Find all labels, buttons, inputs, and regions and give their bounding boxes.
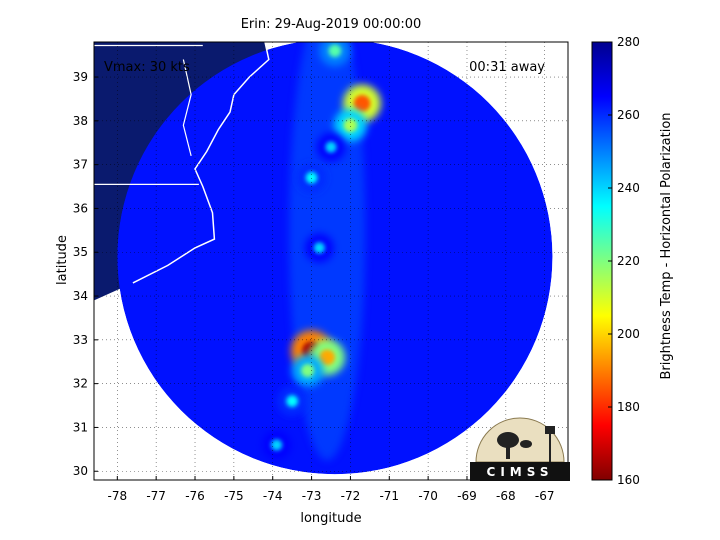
- colorbar-tick-label: 160: [617, 473, 640, 487]
- x-axis-label: longitude: [300, 511, 361, 526]
- plot-frame: [93, 41, 569, 481]
- y-tick-label: 38: [73, 114, 88, 128]
- x-tick-label: -71: [379, 489, 399, 503]
- cell-core: [301, 363, 315, 378]
- y-tick-label: 30: [73, 464, 88, 478]
- y-tick-label: 33: [73, 333, 88, 347]
- y-tick-label: 32: [73, 377, 88, 391]
- bay-shoreline: [182, 59, 192, 157]
- colorbar-ticks: 160 180 200 220 240 260 280: [608, 35, 640, 487]
- y-tick-label: 37: [73, 158, 88, 172]
- plot-area: [94, 42, 568, 480]
- y-tick-label: 35: [73, 245, 88, 259]
- cell-core: [286, 395, 298, 408]
- x-axis: -78 -77 -76 -75 -74 -73 -72 -71 -70 -69 -68 -67: [108, 476, 555, 503]
- microwave-swath: [117, 42, 553, 475]
- x-tick-label: -70: [418, 489, 438, 503]
- x-tick-label: -72: [341, 489, 361, 503]
- chart-title: Erin: 29-Aug-2019 00:00:00: [241, 17, 422, 32]
- shoreline: [132, 42, 270, 284]
- x-tick-label: -76: [185, 489, 205, 503]
- y-axis: 30 31 32 33 34 35 36 37 38 39: [73, 70, 98, 478]
- x-tick-label: -73: [302, 489, 322, 503]
- cell-core: [313, 242, 325, 254]
- cell-core: [343, 118, 358, 133]
- x-tick-label: -68: [496, 489, 516, 503]
- y-tick-label: 31: [73, 420, 88, 434]
- x-tick-label: -78: [108, 489, 128, 503]
- cell-core: [328, 44, 342, 58]
- cell-core: [319, 349, 335, 366]
- cimss-logo: CIMSS: [470, 417, 570, 481]
- time-away-annotation: 00:31 away: [469, 60, 545, 75]
- cimss-logo-text: CIMSS: [487, 465, 554, 479]
- cell-core: [271, 439, 283, 451]
- x-tick-label: -67: [535, 489, 555, 503]
- cell-core: [353, 94, 371, 112]
- colorbar-tick-label: 240: [617, 181, 640, 195]
- colorbar-tick-label: 260: [617, 108, 640, 122]
- y-axis-label: latitude: [55, 235, 70, 285]
- cell-core: [325, 141, 337, 153]
- grid: [94, 42, 568, 480]
- cell-core: [305, 171, 318, 184]
- y-tick-label: 39: [73, 70, 88, 84]
- coastline: [94, 42, 270, 284]
- colorbar-label: Brightness Temp - Horizontal Polarizatio…: [659, 112, 674, 379]
- colorbar-tick-label: 180: [617, 400, 640, 414]
- vmax-annotation: Vmax: 30 kts: [104, 60, 190, 75]
- colorbar-tick-label: 200: [617, 327, 640, 341]
- x-tick-label: -75: [224, 489, 244, 503]
- colorbar-tick-label: 280: [617, 35, 640, 49]
- colorbar-tick-label: 220: [617, 254, 640, 268]
- x-tick-label: -69: [457, 489, 477, 503]
- x-tick-label: -77: [146, 489, 166, 503]
- x-tick-label: -74: [263, 489, 283, 503]
- y-tick-label: 36: [73, 201, 88, 215]
- y-tick-label: 34: [73, 289, 88, 303]
